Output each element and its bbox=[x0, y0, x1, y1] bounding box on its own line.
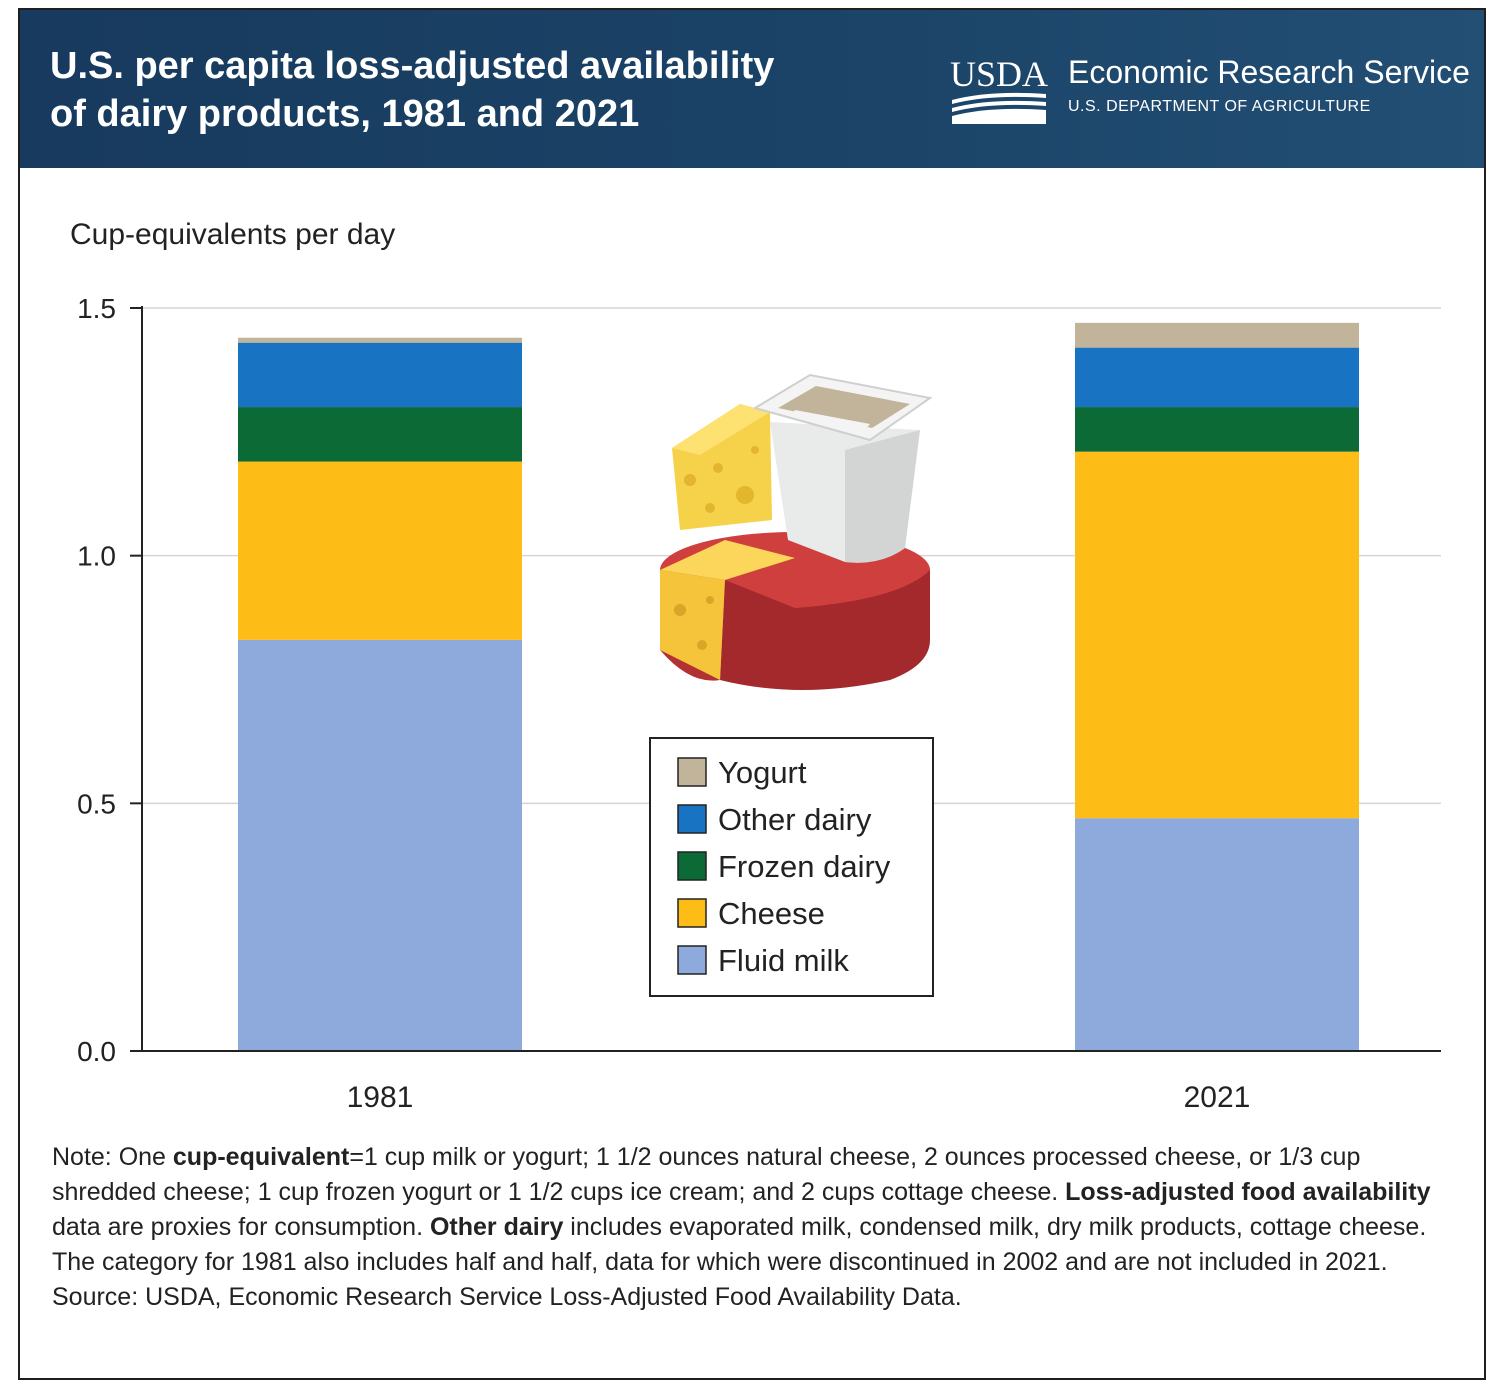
dairy-illustration-icon bbox=[660, 373, 933, 690]
note-bold-other-dairy: Other dairy bbox=[429, 1213, 564, 1241]
bar-fluid-milk-2021 bbox=[1075, 818, 1359, 1051]
bars bbox=[238, 322, 1359, 1051]
note-cup-definition: =1 cup milk or yogurt; 1 1/2 ounces natu… bbox=[52, 1143, 1361, 1206]
yogurt-container-icon bbox=[752, 373, 933, 563]
agency-name: Economic Research Service bbox=[1068, 54, 1470, 90]
bar-frozen-dairy-2021 bbox=[1075, 407, 1359, 452]
x-tick-label: 2021 bbox=[1184, 1081, 1251, 1114]
bar-cheese-2021 bbox=[1075, 451, 1359, 819]
chart-title: U.S. per capita loss-adjusted availabili… bbox=[50, 42, 774, 138]
source-line: Source: USDA, Economic Research Service … bbox=[52, 1283, 962, 1311]
y-tick-label: 1.5 bbox=[77, 293, 116, 324]
note-paragraph: Note: One cup-equivalent=1 cup milk or y… bbox=[52, 1140, 1462, 1280]
legend: Yogurt Other dairy Frozen dairy Cheese Fluid… bbox=[649, 737, 934, 997]
legend-label-yogurt: Yogurt bbox=[718, 755, 807, 790]
x-tick-label: 1981 bbox=[347, 1081, 414, 1114]
chart-frame: U.S. per capita loss-adjusted availabili… bbox=[18, 8, 1486, 1380]
legend-label-fluid-milk: Fluid milk bbox=[718, 943, 849, 978]
bar-other-dairy-1981 bbox=[238, 342, 522, 408]
legend-swatch-frozen-dairy bbox=[677, 851, 707, 881]
y-axis-label: Cup-equivalents per day bbox=[70, 218, 396, 251]
legend-swatch-other-dairy bbox=[677, 804, 707, 834]
department-name: U.S. DEPARTMENT OF AGRICULTURE bbox=[1068, 98, 1371, 115]
y-tick-label: 1.0 bbox=[77, 541, 116, 572]
bar-cheese-1981 bbox=[238, 461, 522, 640]
note-bold-cup-equivalent: cup-equivalent bbox=[172, 1143, 350, 1171]
chart-svg: 0.0 0.5 1.0 1.5 1981 2021 bbox=[77, 293, 1441, 1114]
header-banner: U.S. per capita loss-adjusted availabili… bbox=[20, 10, 1484, 168]
bar-frozen-dairy-1981 bbox=[238, 407, 522, 462]
legend-label-cheese: Cheese bbox=[718, 896, 825, 931]
cheese-wedge-icon bbox=[672, 404, 772, 530]
notes: Note: One cup-equivalent=1 cup milk or y… bbox=[52, 1140, 1462, 1315]
usda-logo-icon: USDA bbox=[950, 54, 1048, 124]
note-prefix: Note: One bbox=[52, 1143, 173, 1171]
legend-swatch-yogurt bbox=[677, 757, 707, 787]
legend-swatch-fluid-milk bbox=[677, 945, 707, 975]
bar-yogurt-2021 bbox=[1075, 322, 1359, 348]
y-ticks: 0.0 0.5 1.0 1.5 bbox=[77, 293, 142, 1067]
legend-label-other-dairy: Other dairy bbox=[718, 802, 872, 837]
axes bbox=[141, 306, 1441, 1052]
note-bold-lafa: Loss-adjusted food availability bbox=[1065, 1178, 1431, 1206]
x-ticks: 1981 2021 bbox=[347, 1081, 1251, 1114]
title-line-1: U.S. per capita loss-adjusted availabili… bbox=[50, 45, 775, 87]
title-line-2: of dairy products, 1981 and 2021 bbox=[50, 93, 640, 135]
note-other-dairy-text: includes evaporated milk, condensed milk… bbox=[52, 1213, 1427, 1276]
bar-fluid-milk-1981 bbox=[238, 639, 522, 1051]
legend-label-frozen-dairy: Frozen dairy bbox=[718, 849, 891, 884]
note-lafa-text: data are proxies for consumption. bbox=[52, 1213, 430, 1241]
bar-yogurt-1981 bbox=[238, 337, 522, 343]
y-tick-label: 0.0 bbox=[77, 1036, 116, 1067]
bar-other-dairy-2021 bbox=[1075, 347, 1359, 408]
usda-logo-text: USDA bbox=[950, 54, 1048, 94]
legend-swatch-cheese bbox=[677, 898, 707, 928]
y-tick-label: 0.5 bbox=[77, 788, 116, 819]
